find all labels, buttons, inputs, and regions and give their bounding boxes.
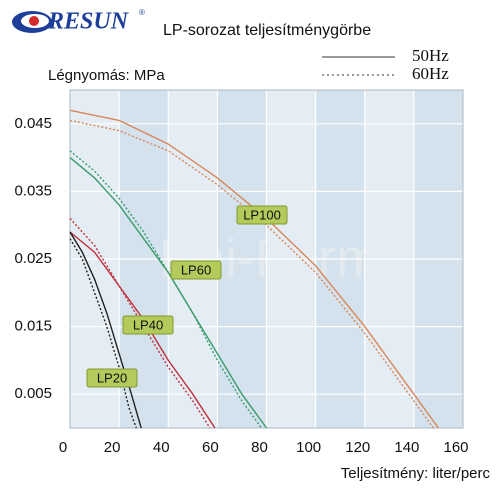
x-tick-label: 100 [296, 439, 321, 456]
curve [69, 150, 263, 429]
legend-label: 50Hz [412, 46, 449, 65]
y-tick-label: 0.015 [14, 318, 52, 335]
x-tick-label: 0 [59, 439, 67, 456]
x-tick-label: 20 [104, 439, 121, 456]
x-tick-label: 140 [394, 439, 419, 456]
model-label-box [170, 260, 222, 280]
model-label: LP40 [133, 317, 163, 332]
y-axis-label: Légnyomás: MPa [48, 67, 165, 84]
curve [69, 231, 142, 429]
model-label: LP100 [243, 207, 281, 222]
chart-title: LP-sorozat teljesítménygörbe [163, 22, 371, 39]
model-label-box [86, 368, 138, 388]
logo: RESUN ® [12, 8, 145, 35]
brand-mark: ® [139, 8, 145, 17]
y-tick-label: 0.035 [14, 182, 52, 199]
x-tick-label: 160 [443, 439, 468, 456]
x-tick-label: 80 [251, 439, 268, 456]
legend-label: 60Hz [412, 64, 449, 83]
logo-dot [29, 16, 39, 26]
x-tick-label: 60 [202, 439, 219, 456]
y-tick-label: 0.025 [14, 250, 52, 267]
model-label-box [122, 315, 174, 335]
model-label: LP60 [181, 262, 211, 277]
curve [69, 217, 211, 429]
curve [69, 119, 435, 429]
brand: RESUN [47, 9, 130, 35]
x-tick-label: 120 [345, 439, 370, 456]
x-tick-label: 40 [153, 439, 170, 456]
y-tick-label: 0.005 [14, 385, 52, 402]
model-label-box [236, 205, 288, 225]
y-tick-label: 0.045 [14, 115, 52, 132]
x-axis-label: Teljesítmény: liter/perc [341, 465, 491, 482]
model-label: LP20 [97, 370, 127, 385]
